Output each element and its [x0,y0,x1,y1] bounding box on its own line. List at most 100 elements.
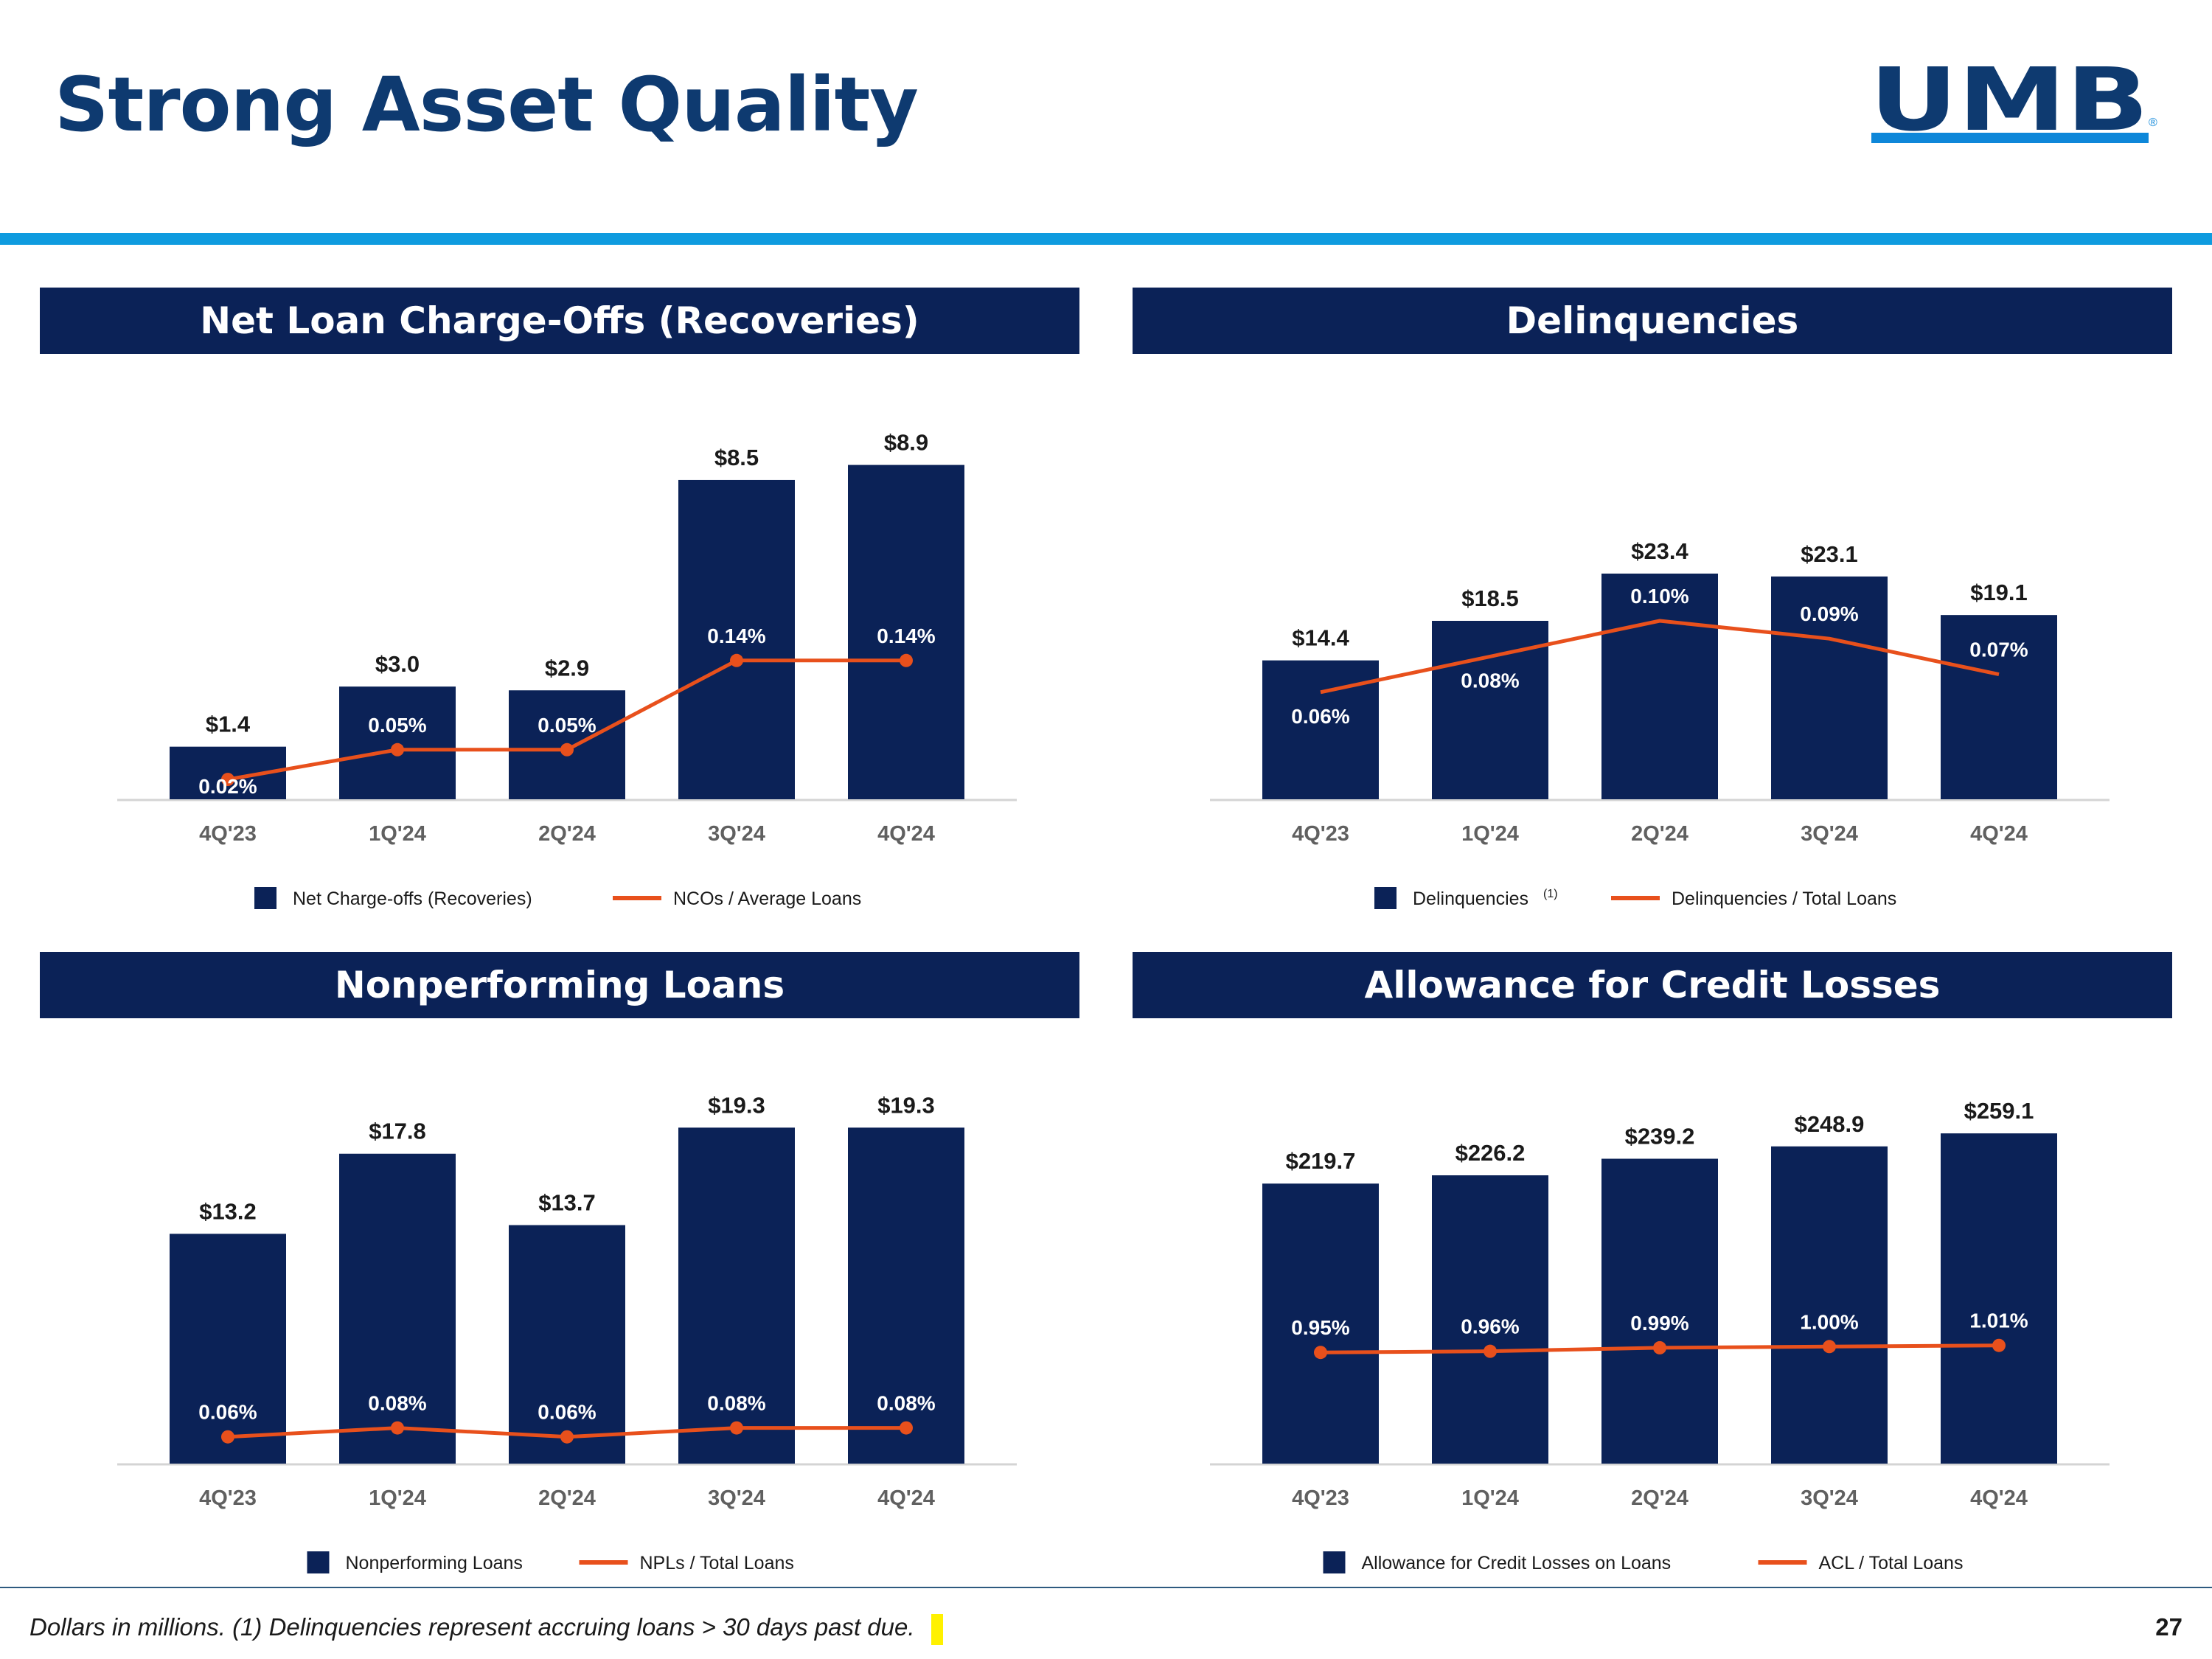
bar-value-label: $226.2 [1455,1140,1526,1166]
delinquencies-chart: $14.4 4Q'23 $18.5 1Q'24 $23.4 2Q'24 $23.1 3Q'24… [1210,538,2110,909]
bar [339,1153,456,1464]
bar-value-label: $8.5 [714,445,759,470]
bar [1941,1133,2057,1464]
x-tick-label: 3Q'24 [708,1486,765,1510]
legend-line-label: Delinquencies / Total Loans [1672,888,1896,909]
logo-underline [1871,133,2149,143]
ratio-point [221,773,234,787]
x-tick-label: 1Q'24 [1461,1486,1519,1510]
ratio-point [560,1430,574,1444]
x-tick-label: 2Q'24 [1631,822,1688,846]
bar-value-label: $23.1 [1801,541,1858,567]
ratio-point [560,742,574,757]
ratio-point [221,1430,234,1444]
bar [170,1234,286,1464]
ratio-label: 1.00% [1800,1310,1858,1333]
x-tick-label: 4Q'23 [199,822,257,846]
x-tick-label: 4Q'24 [877,822,935,846]
ratio-label: 0.06% [1291,705,1349,728]
bar [678,1127,795,1464]
x-tick-label: 3Q'24 [1801,822,1858,846]
panel-title: Delinquencies [1133,288,2172,354]
ratio-point [1484,1344,1497,1358]
ratio-label: 0.08% [1461,669,1519,692]
ratio-point [1653,1340,1666,1354]
bar-value-label: $239.2 [1625,1124,1695,1150]
bar-value-label: $3.0 [375,651,420,677]
bar-value-label: $23.4 [1631,538,1688,564]
legend-line-label: ACL / Total Loans [1819,1553,1964,1573]
x-tick-label: 2Q'24 [538,822,596,846]
x-tick-label: 3Q'24 [708,822,765,846]
bar [1601,1158,1718,1464]
x-tick-label: 1Q'24 [1461,822,1519,846]
legend-line-label: NPLs / Total Loans [640,1553,794,1573]
footnote: Dollars in millions. (1) Delinquencies r… [29,1613,915,1641]
page-number: 27 [2155,1613,2183,1641]
legend-bar-label: Net Charge-offs (Recoveries) [293,888,532,909]
ratio-line [1320,619,2000,695]
bar-value-label: $219.7 [1286,1148,1356,1174]
bar [1432,1175,1548,1464]
bar [1771,1146,1888,1464]
bar [678,479,795,799]
bar [509,1225,625,1464]
bar [1601,573,1718,799]
ratio-label: 0.08% [707,1392,765,1415]
header-divider [0,233,2212,245]
footer-divider [0,1587,2212,1588]
ratio-point [1992,1338,2006,1352]
legend-bar-label: Allowance for Credit Losses on Loans [1362,1553,1672,1573]
bar [1941,615,2057,799]
highlight-mark [931,1614,943,1645]
bar-value-label: $19.3 [708,1092,765,1118]
x-tick-label: 4Q'23 [199,1486,257,1510]
ratio-label: 0.06% [538,1401,596,1424]
bar-value-label: $2.9 [545,655,589,681]
ratio-label: 0.02% [198,775,257,798]
registered-mark: ® [2149,116,2157,129]
ratio-point [1823,1340,1836,1354]
bar-value-label: $17.8 [369,1119,426,1144]
bar [1432,621,1548,799]
ratio-label: 0.08% [877,1392,935,1415]
x-tick-label: 1Q'24 [369,1486,426,1510]
legend-bar-swatch [254,887,276,909]
bar [848,465,964,799]
ratio-label: 0.05% [538,714,596,737]
bar-value-label: $14.4 [1292,625,1349,651]
ratio-label: 0.06% [198,1401,257,1424]
nonperforming-loans-chart: $13.2 4Q'23 $17.8 1Q'24 $13.7 2Q'24 $19.3 3Q'24… [117,1092,1017,1573]
x-tick-label: 4Q'23 [1292,1486,1349,1510]
ratio-label: 0.99% [1630,1312,1688,1335]
bar-value-label: $8.9 [884,430,928,456]
legend-footnote-marker: (1) [1543,888,1558,900]
panel-title: Nonperforming Loans [40,952,1079,1018]
legend-bar-swatch [1323,1551,1346,1573]
ratio-point [900,653,913,667]
ratio-label: 1.01% [1969,1310,2028,1332]
ratio-point [1314,1346,1327,1360]
bar [1262,660,1379,799]
legend-bar-swatch [1374,887,1397,909]
bar [339,686,456,799]
umb-logo: UMB ® [1865,56,2157,146]
bar-value-label: $19.1 [1970,580,2028,605]
ratio-point [900,1421,913,1435]
ratio-label: 0.95% [1291,1316,1349,1339]
ratio-point [730,1421,743,1435]
panel-nonperforming-loans: Nonperforming Loans $13.2 4Q'23 $17.8 1Q'24… [40,952,1079,1615]
bar [848,1127,964,1464]
bar-value-label: $18.5 [1461,585,1519,611]
bar-value-label: $19.3 [877,1092,935,1118]
x-tick-label: 2Q'24 [1631,1486,1688,1510]
bar [1262,1183,1379,1464]
panel-net-charge-offs: Net Loan Charge-Offs (Recoveries) $1.4 4Q… [40,288,1079,951]
x-tick-label: 4Q'24 [877,1486,935,1510]
legend-bar-label: Delinquencies [1413,888,1528,909]
legend-bar-swatch [307,1551,330,1573]
legend-line-label: NCOs / Average Loans [673,888,861,909]
ratio-label: 0.05% [368,714,426,737]
x-tick-label: 4Q'24 [1970,822,2028,846]
bar-value-label: $248.9 [1795,1111,1865,1137]
